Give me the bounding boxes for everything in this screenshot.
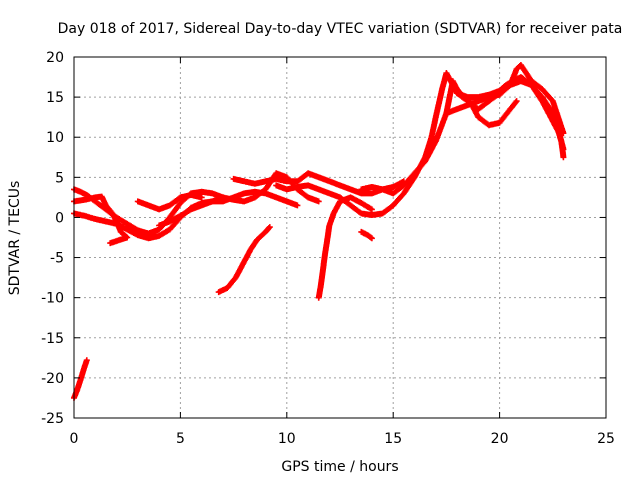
y-tick-label: 0	[55, 210, 64, 226]
series-markers	[134, 192, 205, 213]
series-arc-7	[215, 224, 273, 296]
y-tick-label: 10	[46, 130, 64, 146]
x-tick-label: 15	[384, 431, 402, 447]
grid	[74, 57, 606, 418]
series-markers	[454, 78, 567, 161]
y-axis-label: SDTVAR / TECUs	[7, 181, 23, 296]
series-markers	[215, 224, 273, 296]
y-tick-label: 15	[46, 90, 64, 106]
series-layer	[71, 62, 567, 401]
x-tick-label: 5	[176, 431, 185, 447]
tick-layer: 0 5 10 15 20 25 -25 -20 -15 -10 -5 0 5 10 15 20	[41, 50, 615, 447]
x-tick-label: 0	[70, 431, 79, 447]
y-tick-label: 5	[55, 170, 64, 186]
y-tick-label: 20	[46, 50, 64, 66]
x-tick-label: 25	[597, 431, 615, 447]
x-tick-label: 10	[278, 431, 296, 447]
series-markers	[358, 228, 375, 242]
series-arc-15	[454, 78, 567, 161]
series-arc-11	[358, 228, 375, 242]
y-tick-label: -5	[50, 251, 64, 267]
x-tick-label: 20	[491, 431, 509, 447]
series-arc-6	[156, 194, 226, 229]
y-tick-label: -20	[41, 371, 64, 387]
x-axis-label: GPS time / hours	[281, 459, 398, 475]
series-arc-5	[134, 192, 205, 213]
y-tick-label: -25	[41, 411, 64, 427]
y-tick-label: -10	[41, 291, 64, 307]
chart-title: Day 018 of 2017, Sidereal Day-to-day VTE…	[58, 21, 623, 37]
series-arc-10	[315, 194, 375, 301]
plot-frame	[73, 56, 607, 419]
series-markers	[156, 194, 226, 229]
y-tick-label: -15	[41, 331, 64, 347]
series-markers	[315, 194, 375, 301]
